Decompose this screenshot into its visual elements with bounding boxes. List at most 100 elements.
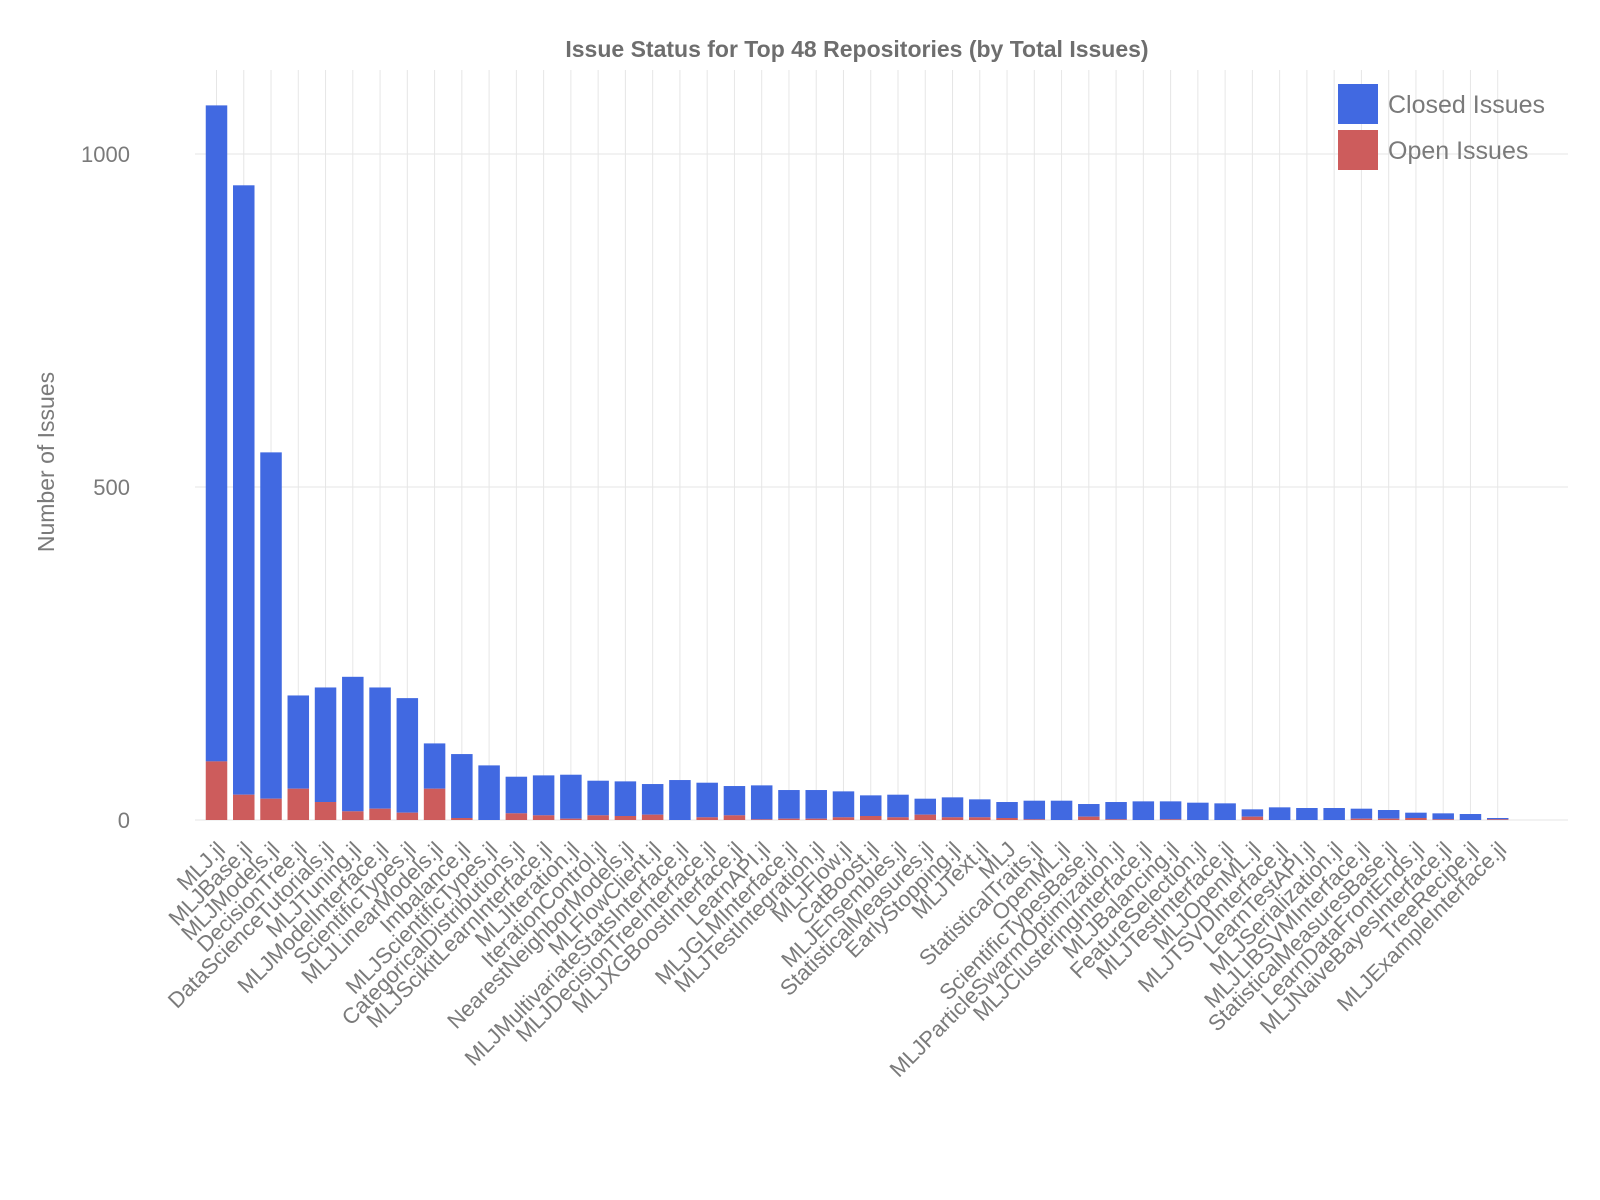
bar-closed-issues <box>641 784 664 815</box>
bar-open-issues <box>996 818 1018 820</box>
bar-closed-issues <box>1268 807 1291 820</box>
bar-open-issues <box>342 811 364 820</box>
legend-label: Closed Issues <box>1388 91 1545 119</box>
bar-open-issues <box>1241 816 1264 820</box>
bar-open-issues <box>532 815 555 820</box>
bar-closed-issues <box>1023 800 1046 820</box>
bar-closed-issues <box>587 780 609 816</box>
bar-open-issues <box>233 794 255 820</box>
bar-open-issues <box>778 818 800 820</box>
bar-open-issues <box>205 761 228 820</box>
bar-open-issues <box>396 812 419 820</box>
bar-closed-issues <box>1241 809 1264 817</box>
bar-open-issues <box>287 788 310 820</box>
bar-closed-issues <box>1187 802 1209 820</box>
bar-open-issues <box>451 818 473 820</box>
chart-title: Issue Status for Top 48 Repositories (by… <box>565 36 1148 62</box>
bar-closed-issues <box>1486 818 1509 820</box>
bar-closed-issues <box>560 774 582 819</box>
bar-closed-issues <box>423 743 446 789</box>
bar-closed-issues <box>1377 810 1400 819</box>
bar-closed-issues <box>1132 801 1155 820</box>
bar-open-issues <box>505 813 528 820</box>
bar-closed-issues <box>805 790 827 819</box>
bar-open-issues <box>750 819 773 820</box>
bar-closed-issues <box>1350 808 1373 819</box>
bar-closed-issues <box>750 785 773 820</box>
bar-closed-issues <box>969 799 991 818</box>
bar-open-issues <box>696 817 718 820</box>
bar-open-issues <box>1023 819 1046 820</box>
bar-closed-issues <box>941 797 964 818</box>
y-tick-labels: 0 500 1000 <box>81 142 130 833</box>
bar-closed-issues <box>314 687 337 803</box>
bar-closed-issues <box>205 105 228 762</box>
bar-open-issues <box>1377 818 1400 820</box>
bar-closed-issues <box>1078 804 1100 817</box>
bar-open-issues <box>941 817 964 820</box>
bars <box>205 105 1509 820</box>
bar-open-issues <box>423 788 446 820</box>
bar-open-issues <box>1405 818 1427 820</box>
grid-lines <box>195 70 1568 821</box>
bar-open-issues <box>1105 819 1127 820</box>
bar-closed-issues <box>887 794 909 818</box>
legend-label: Open Issues <box>1388 137 1528 165</box>
bar-open-issues <box>1078 816 1100 820</box>
bar-open-issues <box>641 814 664 820</box>
bar-closed-issues <box>669 780 691 820</box>
legend: Closed Issues Open Issues <box>1338 84 1545 170</box>
bar-closed-issues <box>1214 803 1236 820</box>
y-tick-label: 0 <box>118 808 130 833</box>
y-tick-label: 500 <box>93 475 130 500</box>
bar-closed-issues <box>1323 808 1345 820</box>
bar-open-issues <box>832 817 855 820</box>
bar-open-issues <box>260 798 282 820</box>
bar-closed-issues <box>260 452 282 799</box>
legend-swatch <box>1338 84 1378 124</box>
bar-closed-issues <box>996 802 1018 819</box>
bar-closed-issues <box>832 791 855 818</box>
bar-open-issues <box>560 818 582 820</box>
bar-closed-issues <box>396 698 419 813</box>
bar-closed-issues <box>1405 812 1427 819</box>
bar-open-issues <box>587 815 609 820</box>
bar-closed-issues <box>532 775 555 816</box>
x-tick-labels: MLJ.jlMLJBase.jlMLJModels.jlDecisionTree… <box>163 837 1511 1082</box>
bar-open-issues <box>914 814 937 820</box>
bar-closed-issues <box>778 790 800 819</box>
bar-closed-issues <box>1296 808 1318 820</box>
bar-open-issues <box>859 816 882 820</box>
bar-closed-issues <box>369 687 391 809</box>
bar-open-issues <box>1159 819 1182 820</box>
bar-open-issues <box>887 817 909 820</box>
bar-closed-issues <box>287 695 310 789</box>
bar-closed-issues <box>1159 801 1182 820</box>
bar-closed-issues <box>451 754 473 819</box>
legend-swatch <box>1338 130 1378 170</box>
bar-closed-issues <box>1432 813 1454 820</box>
bar-closed-issues <box>723 786 746 816</box>
bar-closed-issues <box>1459 814 1482 820</box>
y-tick-label: 1000 <box>81 142 130 167</box>
bar-closed-issues <box>696 782 718 818</box>
bar-open-issues <box>805 818 827 820</box>
bar-closed-issues <box>914 798 937 815</box>
bar-closed-issues <box>505 776 528 814</box>
bar-open-issues <box>1432 819 1454 820</box>
bar-open-issues <box>969 817 991 820</box>
bar-closed-issues <box>478 765 500 820</box>
bar-closed-issues <box>1105 802 1127 820</box>
bar-open-issues <box>1350 818 1373 820</box>
bar-open-issues <box>369 808 391 820</box>
bar-closed-issues <box>342 676 364 812</box>
bar-closed-issues <box>1050 800 1073 820</box>
bar-open-issues <box>314 802 337 820</box>
bar-closed-issues <box>614 781 637 817</box>
bar-open-issues <box>1486 819 1509 820</box>
bar-closed-issues <box>859 795 882 817</box>
bar-open-issues <box>723 815 746 820</box>
bar-open-issues <box>614 816 637 820</box>
y-axis-label: Number of Issues <box>33 372 59 552</box>
